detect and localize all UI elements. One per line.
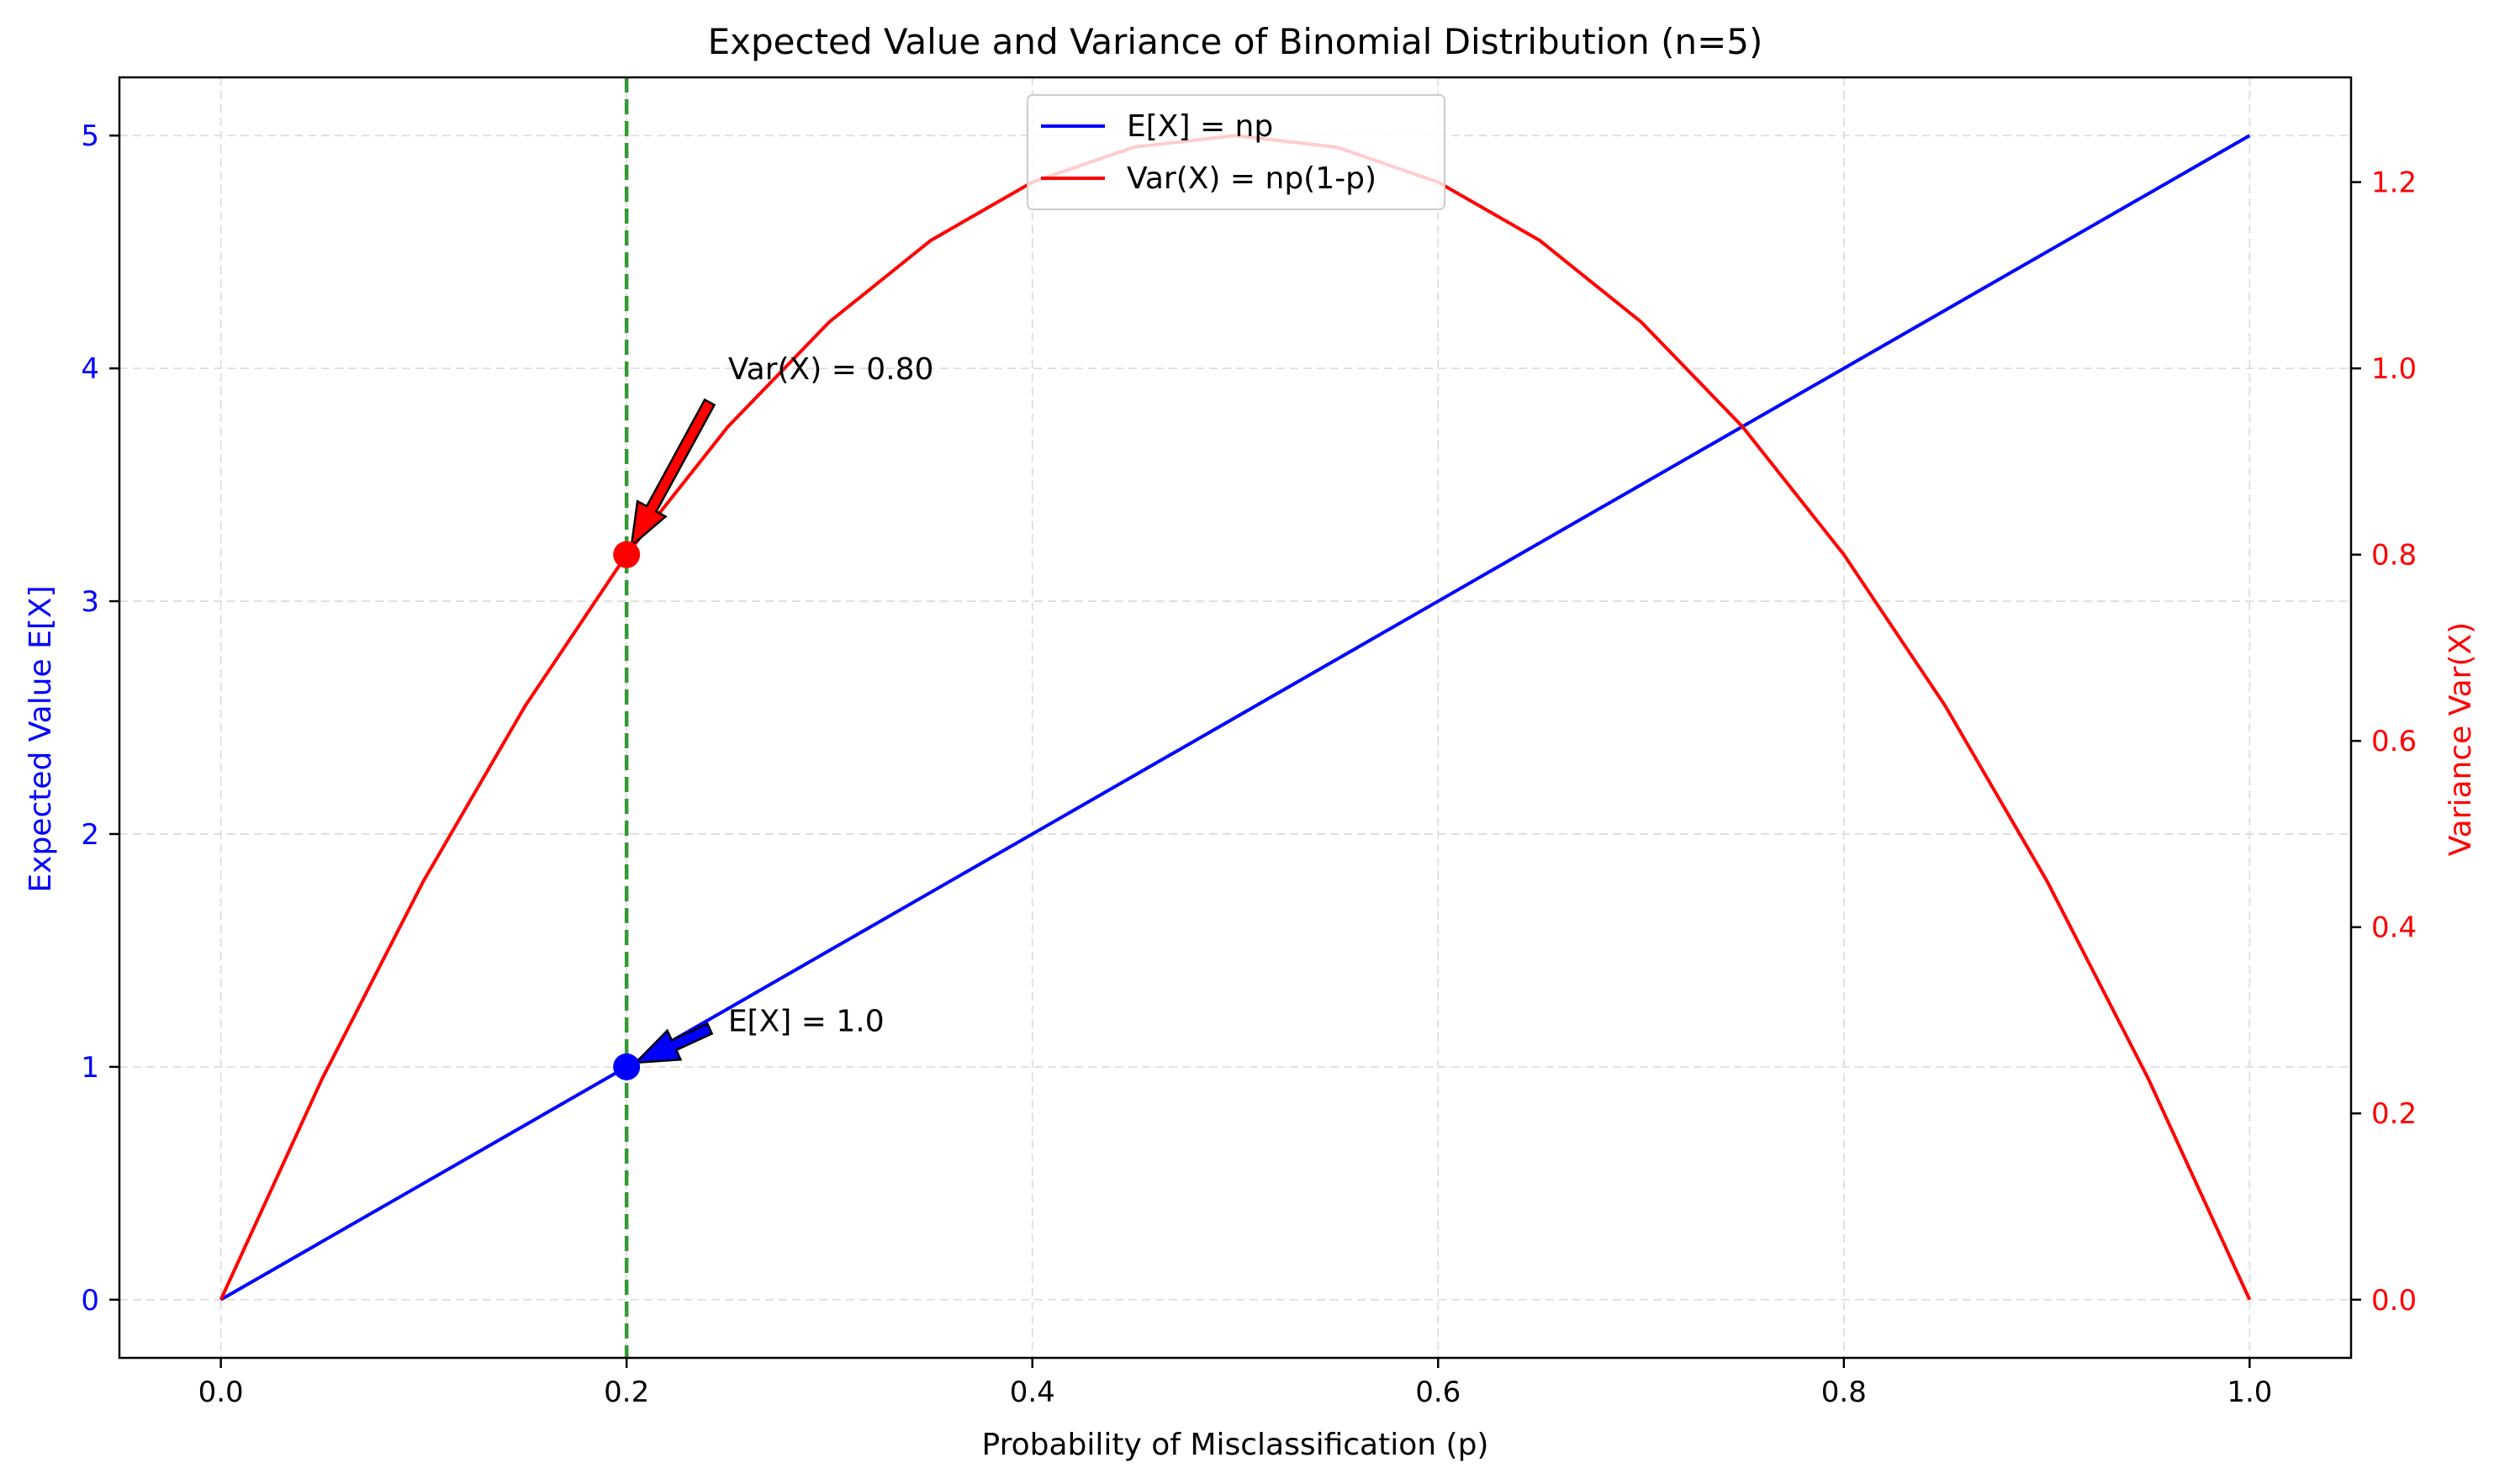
x-tick-label: 1.0	[2227, 1376, 2272, 1409]
y-right-tick-label: 1.2	[2371, 166, 2417, 200]
y-right-tick-label: 0.4	[2371, 911, 2417, 945]
y-right-tick-label: 0.0	[2371, 1284, 2417, 1318]
x-tick-label: 0.4	[1010, 1376, 1055, 1409]
plot-frame	[118, 76, 2353, 1360]
y-right-tick-label: 1.0	[2371, 352, 2417, 386]
legend-label: Var(X) = np(1-p)	[1127, 161, 1376, 196]
x-tick-label: 0.6	[1415, 1376, 1461, 1409]
legend-box	[1027, 94, 1445, 210]
x-axis-label: Probability of Misclassification (p)	[982, 1428, 1489, 1462]
expected-value-point	[613, 1053, 641, 1080]
annotation-arrow-variance	[630, 398, 716, 549]
y-right-tick-label: 0.8	[2371, 539, 2417, 573]
chart-title: Expected Value and Variance of Binomial …	[708, 21, 1763, 62]
y-left-tick-label: 5	[81, 119, 99, 153]
expected-value-line	[219, 134, 2251, 1302]
annotation-label-expected: E[X] = 1.0	[728, 1004, 885, 1038]
variance-point	[613, 541, 641, 568]
annotation-label-variance: Var(X) = 0.80	[728, 352, 934, 387]
y-axis-label-left: Expected Value E[X]	[24, 585, 58, 892]
y-right-tick-label: 0.2	[2371, 1097, 2417, 1131]
legend: E[X] = np Var(X) = np(1-p)	[1027, 94, 1445, 210]
axes: 0.0 0.2 0.4 0.6 0.8 1.0 0 1 2 3 4 5 0.0 0.2 0.4 0.6 0.8 1…	[81, 119, 2417, 1409]
y-right-tick-label: 0.6	[2371, 725, 2417, 758]
x-tick-label: 0.0	[198, 1376, 244, 1409]
y-axis-label-right: Variance Var(X)	[2444, 622, 2478, 856]
highlight-points	[613, 541, 641, 1080]
y-left-tick-label: 2	[81, 818, 99, 852]
grid-lines	[119, 77, 2351, 1358]
legend-label: E[X] = np	[1127, 109, 1273, 144]
y-left-tick-label: 3	[81, 585, 99, 619]
annotations: E[X] = 1.0 Var(X) = 0.80	[630, 352, 934, 1064]
y-left-tick-label: 0	[81, 1284, 99, 1318]
y-left-tick-label: 4	[81, 352, 99, 386]
y-left-tick-label: 1	[81, 1051, 99, 1085]
x-tick-label: 0.8	[1821, 1376, 1867, 1409]
annotation-arrow-expected	[632, 1022, 714, 1064]
x-tick-label: 0.2	[604, 1376, 649, 1409]
